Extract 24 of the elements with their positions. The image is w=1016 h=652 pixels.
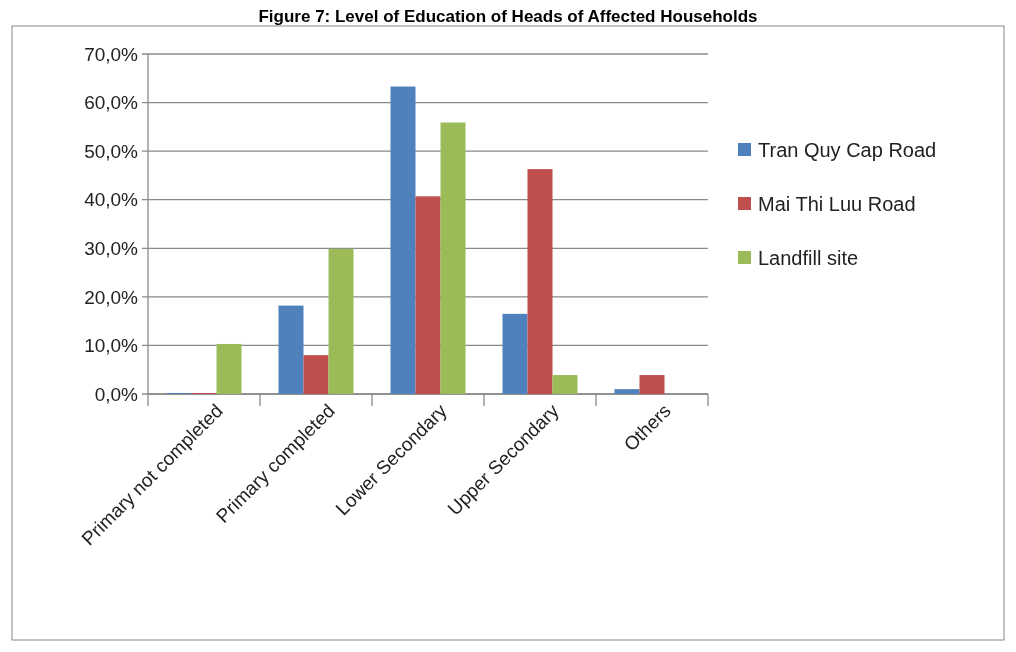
- y-tick-label: 10,0%: [84, 335, 139, 357]
- y-tick-label: 20,0%: [84, 286, 139, 308]
- bar: [278, 305, 304, 394]
- bar: [440, 122, 466, 394]
- bar: [527, 169, 553, 394]
- chart-title: Figure 7: Level of Education of Heads of Affected Households: [258, 7, 758, 26]
- bar: [415, 196, 441, 394]
- legend-label: Landfill site: [758, 247, 859, 269]
- bar: [328, 248, 354, 394]
- bar: [502, 313, 528, 394]
- y-tick-label: 40,0%: [84, 189, 139, 211]
- bar: [552, 375, 578, 394]
- y-tick-label: 0,0%: [94, 383, 139, 405]
- bar: [639, 375, 665, 394]
- bar: [303, 355, 329, 394]
- y-tick-label: 50,0%: [84, 140, 139, 162]
- bar: [216, 343, 242, 394]
- y-tick-label: 60,0%: [84, 92, 139, 114]
- bar: [614, 389, 640, 394]
- y-tick-label: 30,0%: [84, 237, 139, 259]
- legend-label: Tran Quy Cap Road: [758, 139, 937, 161]
- y-tick-label: 70,0%: [84, 43, 139, 65]
- legend-label: Mai Thi Luu Road: [758, 193, 916, 215]
- bar: [390, 86, 416, 394]
